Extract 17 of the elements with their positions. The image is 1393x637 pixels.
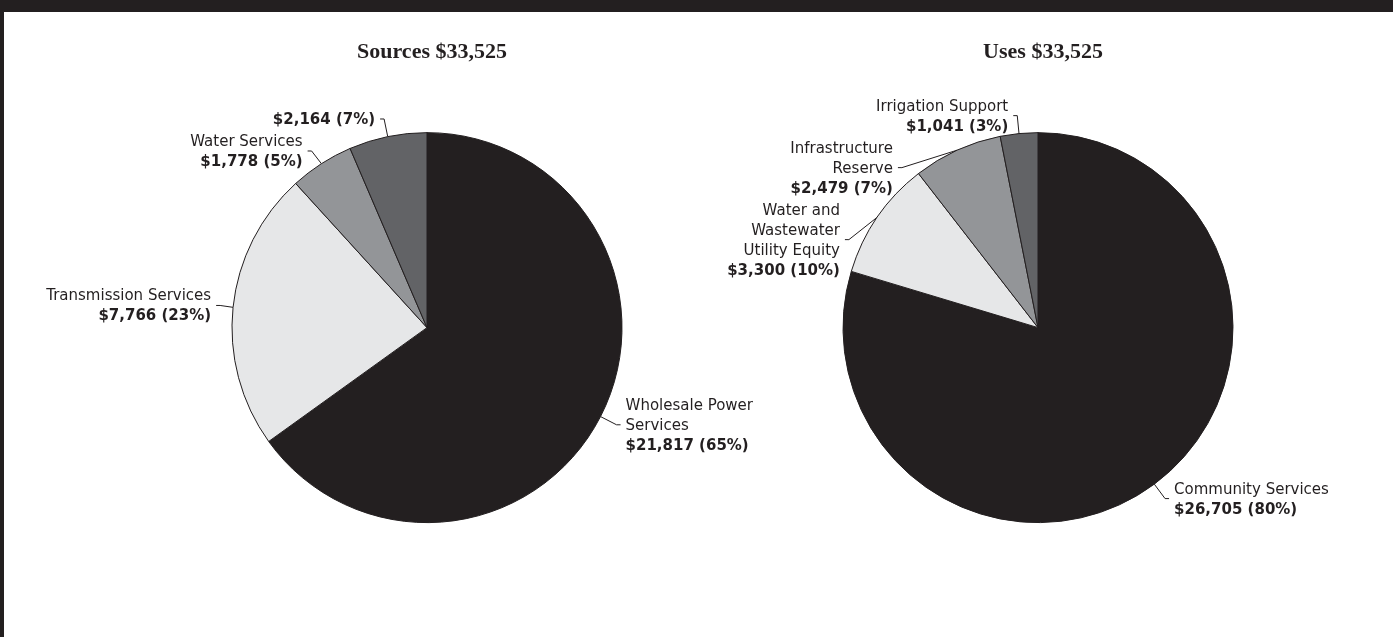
- chart-title: Sources $33,525: [357, 37, 507, 63]
- data-label: $1,778 (5%): [200, 151, 303, 170]
- slice-label: Transmission Services: [45, 286, 212, 305]
- slice-label: Water and Wastewater Utility Equity: [743, 200, 841, 259]
- data-label: $7,766 (23%): [98, 306, 212, 325]
- data-label: $3,300 (10%): [727, 260, 840, 279]
- data-label: $21,817 (65%): [625, 435, 749, 454]
- slice-label: Wholesale Power Services: [625, 395, 754, 434]
- data-label: $1,041 (3%): [905, 116, 1009, 135]
- chart-title: Uses $33,525: [983, 37, 1103, 63]
- slice-label: Water Services: [190, 131, 303, 150]
- slice-label: Community Services: [1174, 479, 1330, 498]
- slice-label: Irrigation Support: [876, 96, 1009, 115]
- data-label: $2,164 (7%): [272, 109, 376, 128]
- data-label: $26,705 (80%): [1174, 499, 1298, 518]
- slice-label: Infrastructure Reserve: [790, 138, 893, 177]
- data-label: $2,479 (7%): [790, 178, 893, 197]
